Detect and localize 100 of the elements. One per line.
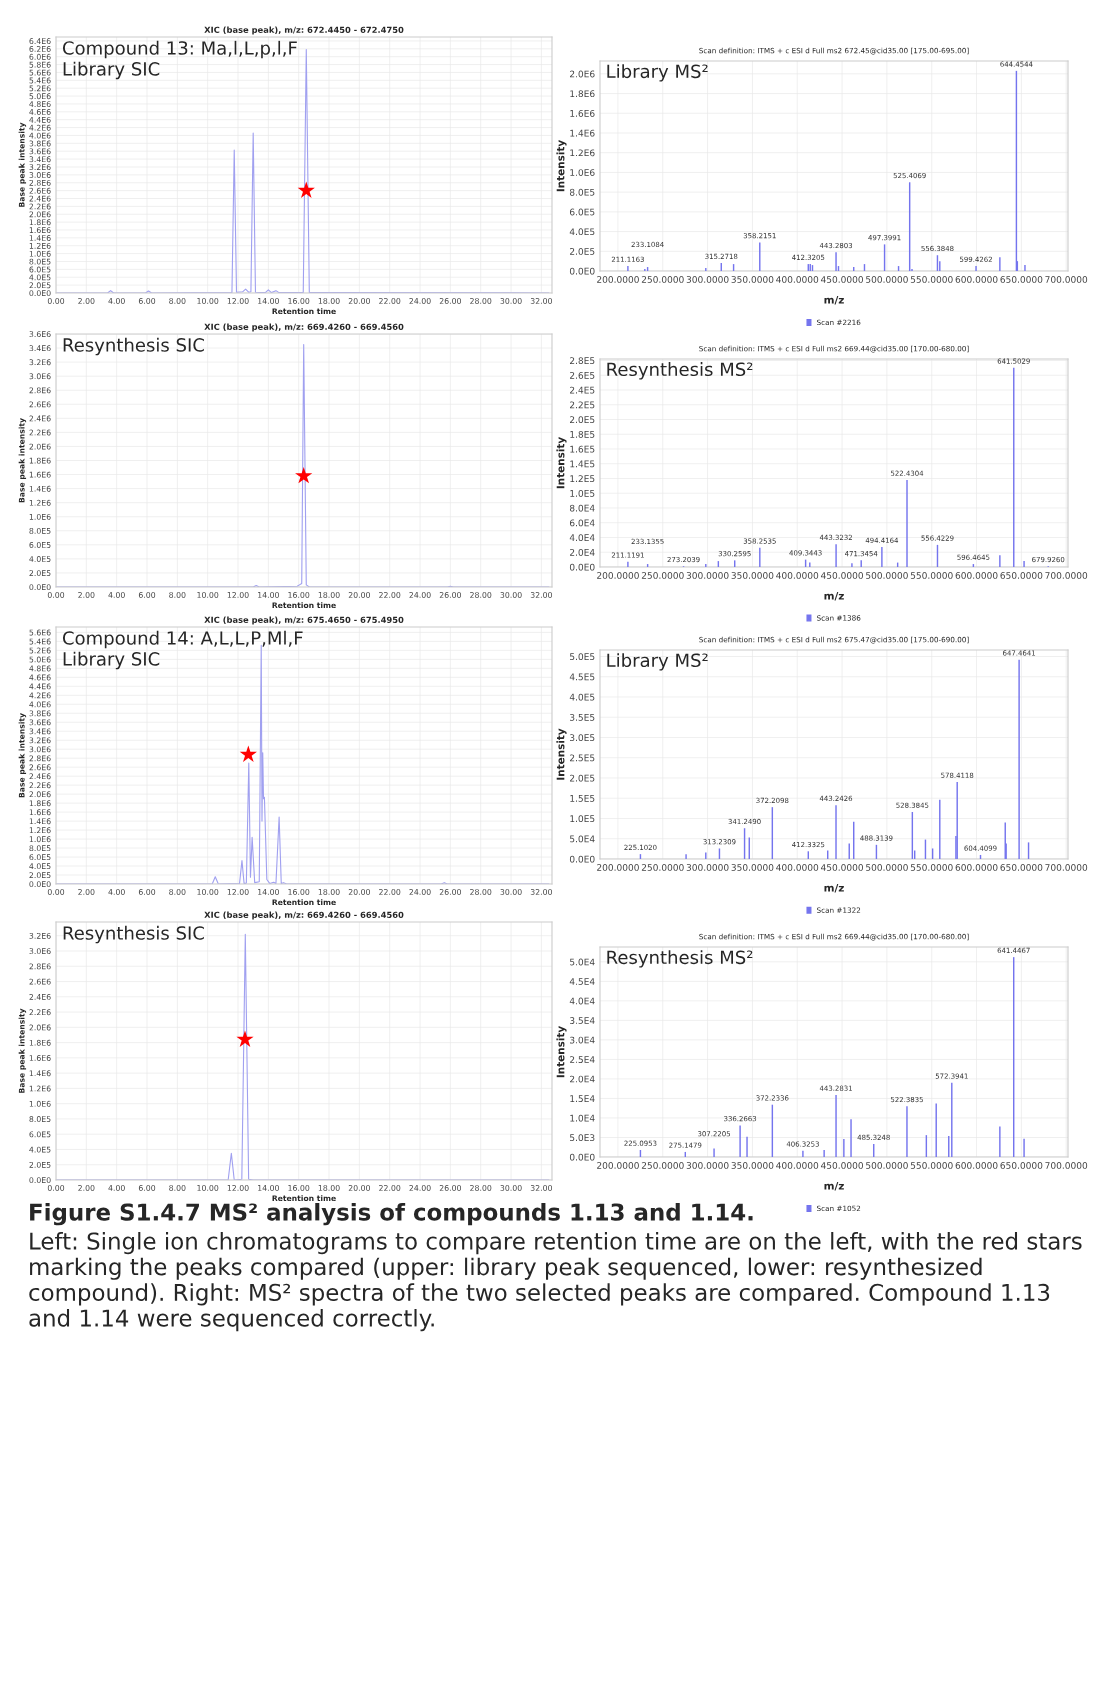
chart-title: XIC (base peak), m/z: 669.4260 - 669.4560 <box>204 323 404 332</box>
y-tick-label: 1.0E5 <box>570 489 595 497</box>
x-tick-label: 350.0000 <box>731 864 774 871</box>
x-tick-label: 550.0000 <box>910 864 953 871</box>
y-tick-label: 5.0E3 <box>570 1134 595 1142</box>
y-tick-label: 3.5E5 <box>570 713 595 721</box>
annotation: Compound 14: A,L,L,P,Ml,F Library SIC <box>62 630 303 670</box>
y-tick-label: 2.0E5 <box>570 416 595 424</box>
y-tick-label: 3.5E4 <box>570 1017 595 1024</box>
chart-title: XIC (base peak), m/z: 672.4450 - 672.4750 <box>204 26 404 35</box>
x-axis-title: m/z <box>824 884 844 893</box>
x-tick-label: 550.0000 <box>910 1162 953 1169</box>
x-axis-title: m/z <box>824 296 844 305</box>
x-tick-label: 700.0000 <box>1045 572 1088 579</box>
y-tick-label: 0.0E0 <box>569 267 595 275</box>
x-tick-label: 450.0000 <box>820 1162 864 1169</box>
x-axis-title: m/z <box>824 1182 844 1191</box>
text: Left: Single ion chromatograms to compare retention time are on the left, with the red stars marking the peaks compared (upper: library peak sequenced, lower: resynthesized compound). Right: MS² spectra of the two selected peaks are compared. Compound 1.13 and 1.14 were sequenced correctly. <box>29 1232 1082 1332</box>
y-axis-title: Intensity <box>556 140 567 192</box>
y-tick-label: 1.5E5 <box>570 795 595 802</box>
x-tick-label: 600.0000 <box>955 276 998 283</box>
x-tick-label: 600.0000 <box>955 1162 998 1169</box>
y-tick-label: 5.0E5 <box>570 653 595 661</box>
x-tick-label: 250.0000 <box>641 1162 684 1169</box>
y-tick-label: 3.0E4 <box>570 1036 595 1044</box>
y-tick-label: 4.5E4 <box>569 978 595 985</box>
y-tick-label: 2.2E5 <box>570 401 595 409</box>
y-tick-label: 2.0E5 <box>570 774 595 782</box>
y-axis-title: Intensity <box>556 437 567 489</box>
x-tick-label: 200.0000 <box>597 864 639 871</box>
x-tick-label: 300.0000 <box>686 1162 729 1169</box>
x-tick-label: 250.0000 <box>641 572 684 579</box>
x-tick-label: 200.0000 <box>597 572 639 579</box>
x-tick-label: 650.0000 <box>1000 572 1043 579</box>
x-tick-label: 300.0000 <box>686 276 729 283</box>
y-tick-label: 1.4E5 <box>570 460 595 468</box>
x-tick-label: 400.0000 <box>776 572 819 579</box>
x-tick-label: 650.0000 <box>1000 864 1043 871</box>
x-tick-label: 250.0000 <box>641 276 684 283</box>
annotation: Resynthesis MS² <box>607 362 753 380</box>
y-tick-label: 4.5E5 <box>569 673 595 681</box>
y-tick-label: 8.0E5 <box>569 188 595 196</box>
y-tick-label: 1.5E4 <box>570 1095 595 1103</box>
x-tick-label: 500.0000 <box>866 1162 908 1169</box>
chart-title: XIC (base peak), m/z: 675.4650 - 675.4950 <box>204 616 404 625</box>
y-tick-label: 2.8E5 <box>570 357 595 365</box>
x-tick-label: 550.0000 <box>910 276 953 283</box>
x-tick-label: 650.0000 <box>1000 1162 1043 1169</box>
y-tick-label: 2.0E6 <box>570 70 595 78</box>
y-tick-label: 1.0E5 <box>570 815 595 823</box>
x-tick-label: 400.0000 <box>776 864 819 871</box>
y-tick-label: 0.0E0 <box>569 1153 595 1161</box>
y-tick-label: 0.0E0 <box>569 855 595 863</box>
y-tick-label: 1.6E6 <box>570 109 595 117</box>
y-tick-label: 1.8E5 <box>570 430 595 438</box>
y-tick-label: 4.0E5 <box>569 228 595 236</box>
annotation: Library MS² <box>607 64 708 82</box>
annotation: Resynthesis SIC <box>63 925 204 944</box>
x-tick-label: 200.0000 <box>597 1162 639 1169</box>
y-tick-label: 1.2E5 <box>570 475 595 483</box>
annotation: Compound 13: Ma,l,L,p,l,F Library SIC <box>62 40 297 80</box>
y-tick-label: 1.0E6 <box>570 169 595 176</box>
y-tick-label: 2.0E4 <box>570 548 595 556</box>
y-tick-label: 2.4E5 <box>570 386 595 394</box>
x-tick-label: 600.0000 <box>955 572 998 579</box>
x-tick-label: 600.0000 <box>955 864 998 871</box>
x-tick-label: 550.0000 <box>910 572 953 579</box>
x-tick-label: 500.0000 <box>866 276 908 283</box>
x-tick-label: 450.0000 <box>820 276 864 283</box>
x-tick-label: 200.0000 <box>597 276 639 283</box>
caption: Figure S1.4.7 MS² analysis of compounds 1.13 and 1.14. <box>30 1203 753 1226</box>
x-tick-label: 700.0000 <box>1045 1162 1088 1169</box>
y-tick-label: 1.4E6 <box>570 129 595 137</box>
y-tick-label: 4.0E5 <box>569 693 595 701</box>
x-axis-title: m/z <box>824 592 844 601</box>
y-tick-label: 2.0E5 <box>570 248 595 255</box>
annotation: Resynthesis MS² <box>607 950 753 968</box>
y-tick-label: 2.5E5 <box>570 754 595 762</box>
chart-title: XIC (base peak), m/z: 669.4260 - 669.4560 <box>204 911 404 920</box>
x-tick-label: 350.0000 <box>731 276 774 283</box>
y-tick-label: 4.0E4 <box>569 534 595 542</box>
x-tick-label: 250.0000 <box>641 864 684 871</box>
x-tick-label: 500.0000 <box>866 572 908 579</box>
x-tick-label: 350.0000 <box>731 572 774 579</box>
y-tick-label: 6.0E5 <box>569 208 595 216</box>
y-tick-label: 2.5E4 <box>570 1056 595 1063</box>
x-tick-label: 700.0000 <box>1045 864 1088 871</box>
x-tick-label: 700.0000 <box>1045 276 1088 283</box>
y-tick-label: 1.2E6 <box>570 149 595 157</box>
y-axis-title: Intensity <box>556 1026 567 1078</box>
y-tick-label: 6.0E4 <box>569 519 595 527</box>
y-tick-label: 1.8E6 <box>570 90 595 98</box>
y-tick-label: 2.6E5 <box>570 371 595 379</box>
y-tick-label: 5.0E4 <box>570 958 595 966</box>
y-tick-label: 2.0E4 <box>570 1075 595 1083</box>
x-tick-label: 400.0000 <box>776 276 819 283</box>
y-tick-label: 1.6E5 <box>570 445 595 453</box>
y-tick-label: 8.0E4 <box>569 504 595 512</box>
y-tick-label: 3.0E5 <box>570 734 595 742</box>
x-tick-label: 500.0000 <box>866 864 908 871</box>
